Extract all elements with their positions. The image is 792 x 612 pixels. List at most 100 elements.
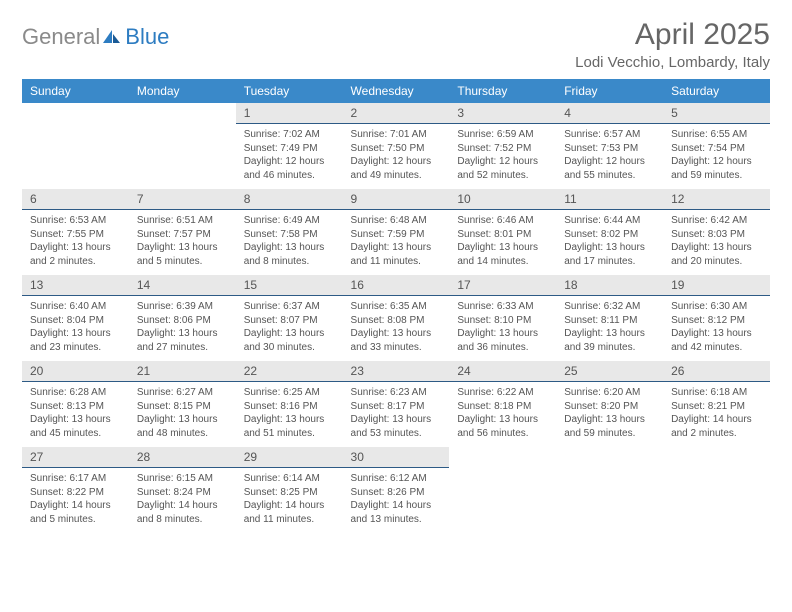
month-title: April 2025 (575, 18, 770, 52)
day-details: Sunrise: 6:39 AMSunset: 8:06 PMDaylight:… (129, 296, 236, 360)
page-header: General Blue April 2025 Lodi Vecchio, Lo… (22, 18, 770, 71)
day-details: Sunrise: 6:48 AMSunset: 7:59 PMDaylight:… (343, 210, 450, 274)
day-number: 19 (663, 275, 770, 296)
calendar-cell (663, 447, 770, 533)
calendar-cell: 14Sunrise: 6:39 AMSunset: 8:06 PMDayligh… (129, 275, 236, 361)
day-number: 4 (556, 103, 663, 124)
calendar-cell: 11Sunrise: 6:44 AMSunset: 8:02 PMDayligh… (556, 189, 663, 275)
calendar-cell: 19Sunrise: 6:30 AMSunset: 8:12 PMDayligh… (663, 275, 770, 361)
day-number: 10 (449, 189, 556, 210)
calendar-cell: 22Sunrise: 6:25 AMSunset: 8:16 PMDayligh… (236, 361, 343, 447)
weekday-header: Thursday (449, 79, 556, 103)
logo-sail-icon (102, 29, 122, 45)
day-details: Sunrise: 6:15 AMSunset: 8:24 PMDaylight:… (129, 468, 236, 532)
brand-logo: General Blue (22, 18, 169, 50)
day-details: Sunrise: 6:49 AMSunset: 7:58 PMDaylight:… (236, 210, 343, 274)
calendar-week-row: 27Sunrise: 6:17 AMSunset: 8:22 PMDayligh… (22, 447, 770, 533)
calendar-cell: 26Sunrise: 6:18 AMSunset: 8:21 PMDayligh… (663, 361, 770, 447)
day-number: 8 (236, 189, 343, 210)
calendar-cell: 16Sunrise: 6:35 AMSunset: 8:08 PMDayligh… (343, 275, 450, 361)
calendar-cell: 23Sunrise: 6:23 AMSunset: 8:17 PMDayligh… (343, 361, 450, 447)
brand-blue: Blue (102, 24, 169, 50)
calendar-week-row: 1Sunrise: 7:02 AMSunset: 7:49 PMDaylight… (22, 103, 770, 189)
calendar-cell: 10Sunrise: 6:46 AMSunset: 8:01 PMDayligh… (449, 189, 556, 275)
day-details: Sunrise: 6:20 AMSunset: 8:20 PMDaylight:… (556, 382, 663, 446)
day-details: Sunrise: 6:57 AMSunset: 7:53 PMDaylight:… (556, 124, 663, 188)
day-number: 2 (343, 103, 450, 124)
location-subtitle: Lodi Vecchio, Lombardy, Italy (575, 54, 770, 71)
calendar-cell: 4Sunrise: 6:57 AMSunset: 7:53 PMDaylight… (556, 103, 663, 189)
day-number: 20 (22, 361, 129, 382)
day-number: 29 (236, 447, 343, 468)
calendar-cell: 17Sunrise: 6:33 AMSunset: 8:10 PMDayligh… (449, 275, 556, 361)
day-details: Sunrise: 6:22 AMSunset: 8:18 PMDaylight:… (449, 382, 556, 446)
weekday-header: Monday (129, 79, 236, 103)
weekday-header: Tuesday (236, 79, 343, 103)
brand-blue-text: Blue (125, 24, 169, 50)
day-details: Sunrise: 6:40 AMSunset: 8:04 PMDaylight:… (22, 296, 129, 360)
day-number: 6 (22, 189, 129, 210)
calendar-week-row: 20Sunrise: 6:28 AMSunset: 8:13 PMDayligh… (22, 361, 770, 447)
day-number: 3 (449, 103, 556, 124)
day-number: 17 (449, 275, 556, 296)
calendar-header-row: SundayMondayTuesdayWednesdayThursdayFrid… (22, 79, 770, 103)
calendar-cell: 29Sunrise: 6:14 AMSunset: 8:25 PMDayligh… (236, 447, 343, 533)
calendar-cell: 27Sunrise: 6:17 AMSunset: 8:22 PMDayligh… (22, 447, 129, 533)
day-details: Sunrise: 7:01 AMSunset: 7:50 PMDaylight:… (343, 124, 450, 188)
day-details: Sunrise: 6:18 AMSunset: 8:21 PMDaylight:… (663, 382, 770, 446)
calendar-cell: 15Sunrise: 6:37 AMSunset: 8:07 PMDayligh… (236, 275, 343, 361)
calendar-cell: 18Sunrise: 6:32 AMSunset: 8:11 PMDayligh… (556, 275, 663, 361)
day-number: 15 (236, 275, 343, 296)
day-details: Sunrise: 6:42 AMSunset: 8:03 PMDaylight:… (663, 210, 770, 274)
day-details: Sunrise: 6:33 AMSunset: 8:10 PMDaylight:… (449, 296, 556, 360)
day-number: 5 (663, 103, 770, 124)
calendar-cell: 6Sunrise: 6:53 AMSunset: 7:55 PMDaylight… (22, 189, 129, 275)
calendar-cell (449, 447, 556, 533)
calendar-cell: 13Sunrise: 6:40 AMSunset: 8:04 PMDayligh… (22, 275, 129, 361)
day-number: 27 (22, 447, 129, 468)
day-number: 16 (343, 275, 450, 296)
calendar-week-row: 13Sunrise: 6:40 AMSunset: 8:04 PMDayligh… (22, 275, 770, 361)
calendar-cell: 1Sunrise: 7:02 AMSunset: 7:49 PMDaylight… (236, 103, 343, 189)
day-details: Sunrise: 6:12 AMSunset: 8:26 PMDaylight:… (343, 468, 450, 532)
calendar-cell: 20Sunrise: 6:28 AMSunset: 8:13 PMDayligh… (22, 361, 129, 447)
day-details: Sunrise: 6:35 AMSunset: 8:08 PMDaylight:… (343, 296, 450, 360)
day-number: 26 (663, 361, 770, 382)
day-details: Sunrise: 6:27 AMSunset: 8:15 PMDaylight:… (129, 382, 236, 446)
day-details: Sunrise: 6:28 AMSunset: 8:13 PMDaylight:… (22, 382, 129, 446)
day-details: Sunrise: 6:51 AMSunset: 7:57 PMDaylight:… (129, 210, 236, 274)
day-number: 11 (556, 189, 663, 210)
weekday-header: Sunday (22, 79, 129, 103)
day-number: 22 (236, 361, 343, 382)
calendar-cell: 3Sunrise: 6:59 AMSunset: 7:52 PMDaylight… (449, 103, 556, 189)
weekday-header: Saturday (663, 79, 770, 103)
day-details: Sunrise: 6:59 AMSunset: 7:52 PMDaylight:… (449, 124, 556, 188)
day-number: 30 (343, 447, 450, 468)
day-details: Sunrise: 6:23 AMSunset: 8:17 PMDaylight:… (343, 382, 450, 446)
day-details: Sunrise: 6:17 AMSunset: 8:22 PMDaylight:… (22, 468, 129, 532)
calendar-cell: 30Sunrise: 6:12 AMSunset: 8:26 PMDayligh… (343, 447, 450, 533)
calendar-cell: 21Sunrise: 6:27 AMSunset: 8:15 PMDayligh… (129, 361, 236, 447)
day-number: 14 (129, 275, 236, 296)
calendar-cell: 25Sunrise: 6:20 AMSunset: 8:20 PMDayligh… (556, 361, 663, 447)
day-details: Sunrise: 6:14 AMSunset: 8:25 PMDaylight:… (236, 468, 343, 532)
day-details: Sunrise: 7:02 AMSunset: 7:49 PMDaylight:… (236, 124, 343, 188)
day-number: 21 (129, 361, 236, 382)
day-details: Sunrise: 6:32 AMSunset: 8:11 PMDaylight:… (556, 296, 663, 360)
calendar-cell: 28Sunrise: 6:15 AMSunset: 8:24 PMDayligh… (129, 447, 236, 533)
title-block: April 2025 Lodi Vecchio, Lombardy, Italy (575, 18, 770, 71)
calendar-cell (22, 103, 129, 189)
calendar-cell: 7Sunrise: 6:51 AMSunset: 7:57 PMDaylight… (129, 189, 236, 275)
calendar-cell (556, 447, 663, 533)
calendar-week-row: 6Sunrise: 6:53 AMSunset: 7:55 PMDaylight… (22, 189, 770, 275)
calendar-cell: 5Sunrise: 6:55 AMSunset: 7:54 PMDaylight… (663, 103, 770, 189)
weekday-header: Wednesday (343, 79, 450, 103)
day-details: Sunrise: 6:53 AMSunset: 7:55 PMDaylight:… (22, 210, 129, 274)
brand-general: General (22, 24, 100, 50)
calendar-cell: 8Sunrise: 6:49 AMSunset: 7:58 PMDaylight… (236, 189, 343, 275)
calendar-cell: 24Sunrise: 6:22 AMSunset: 8:18 PMDayligh… (449, 361, 556, 447)
day-number: 7 (129, 189, 236, 210)
calendar-cell: 2Sunrise: 7:01 AMSunset: 7:50 PMDaylight… (343, 103, 450, 189)
day-number: 28 (129, 447, 236, 468)
day-number: 23 (343, 361, 450, 382)
